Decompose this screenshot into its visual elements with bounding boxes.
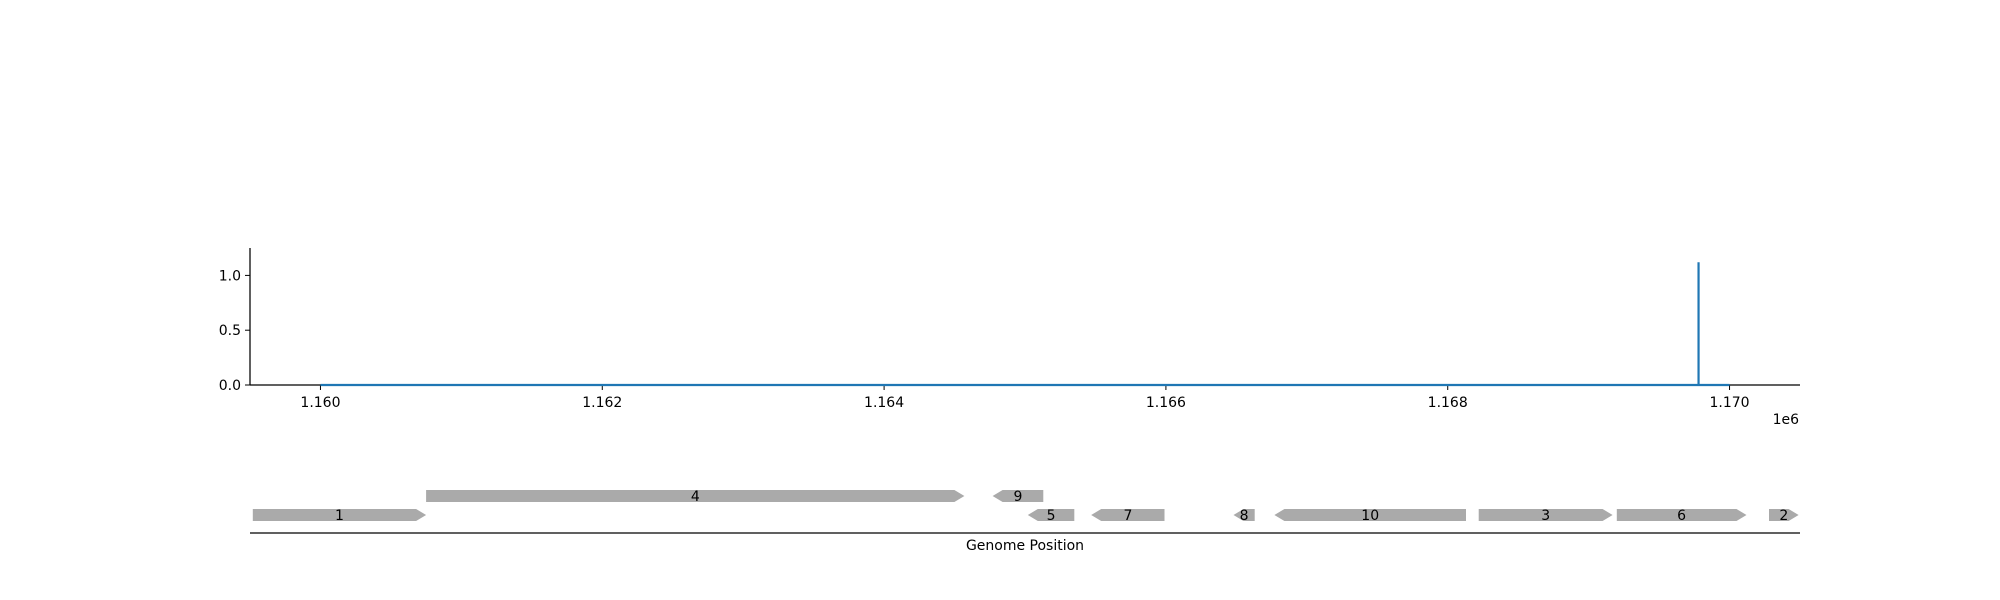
gene-arrow	[1091, 509, 1165, 521]
gene-label: 2	[1779, 508, 1788, 524]
y-tick-label: 0.0	[219, 378, 241, 394]
gene-arrow	[1027, 509, 1075, 521]
gene-track: 1 4 9 5 7 8 10 3 6 2	[250, 489, 1800, 534]
x-tick-label: 1.168	[1428, 395, 1468, 411]
gene-arrow	[1233, 509, 1255, 521]
gene-label: 7	[1123, 508, 1132, 524]
genome-position-label: Genome Position	[966, 538, 1084, 554]
x-tick-label: 1.166	[1146, 395, 1186, 411]
gene-arrow	[252, 509, 427, 521]
coverage-plot: 1.160 1.162 1.164 1.166 1.168 1.170 0.0 0.5 1.0	[219, 248, 1800, 411]
gene-arrow	[992, 490, 1044, 502]
gene-arrow	[1274, 509, 1466, 521]
gene-label: 4	[691, 489, 700, 505]
x-tick-label: 1.164	[864, 395, 904, 411]
y-tick-label: 0.5	[219, 323, 241, 339]
x-tick-label: 1.162	[582, 395, 622, 411]
x-offset-label: 1e6	[1773, 412, 1800, 428]
x-tick-label: 1.160	[300, 395, 340, 411]
gene-label: 6	[1677, 508, 1686, 524]
gene-label: 1	[335, 508, 344, 524]
x-tick-label: 1.170	[1709, 395, 1749, 411]
gene-label: 3	[1541, 508, 1550, 524]
coverage-series-line	[320, 262, 1730, 387]
gene-arrow	[1769, 509, 1799, 521]
gene-arrow	[426, 490, 965, 502]
gene-label: 5	[1047, 508, 1056, 524]
gene-arrow	[1616, 509, 1747, 521]
gene-label: 8	[1240, 508, 1249, 524]
gene-arrow	[1478, 509, 1613, 521]
y-tick-label: 1.0	[219, 268, 241, 284]
gene-label: 10	[1361, 508, 1379, 524]
gene-label: 9	[1014, 489, 1023, 505]
